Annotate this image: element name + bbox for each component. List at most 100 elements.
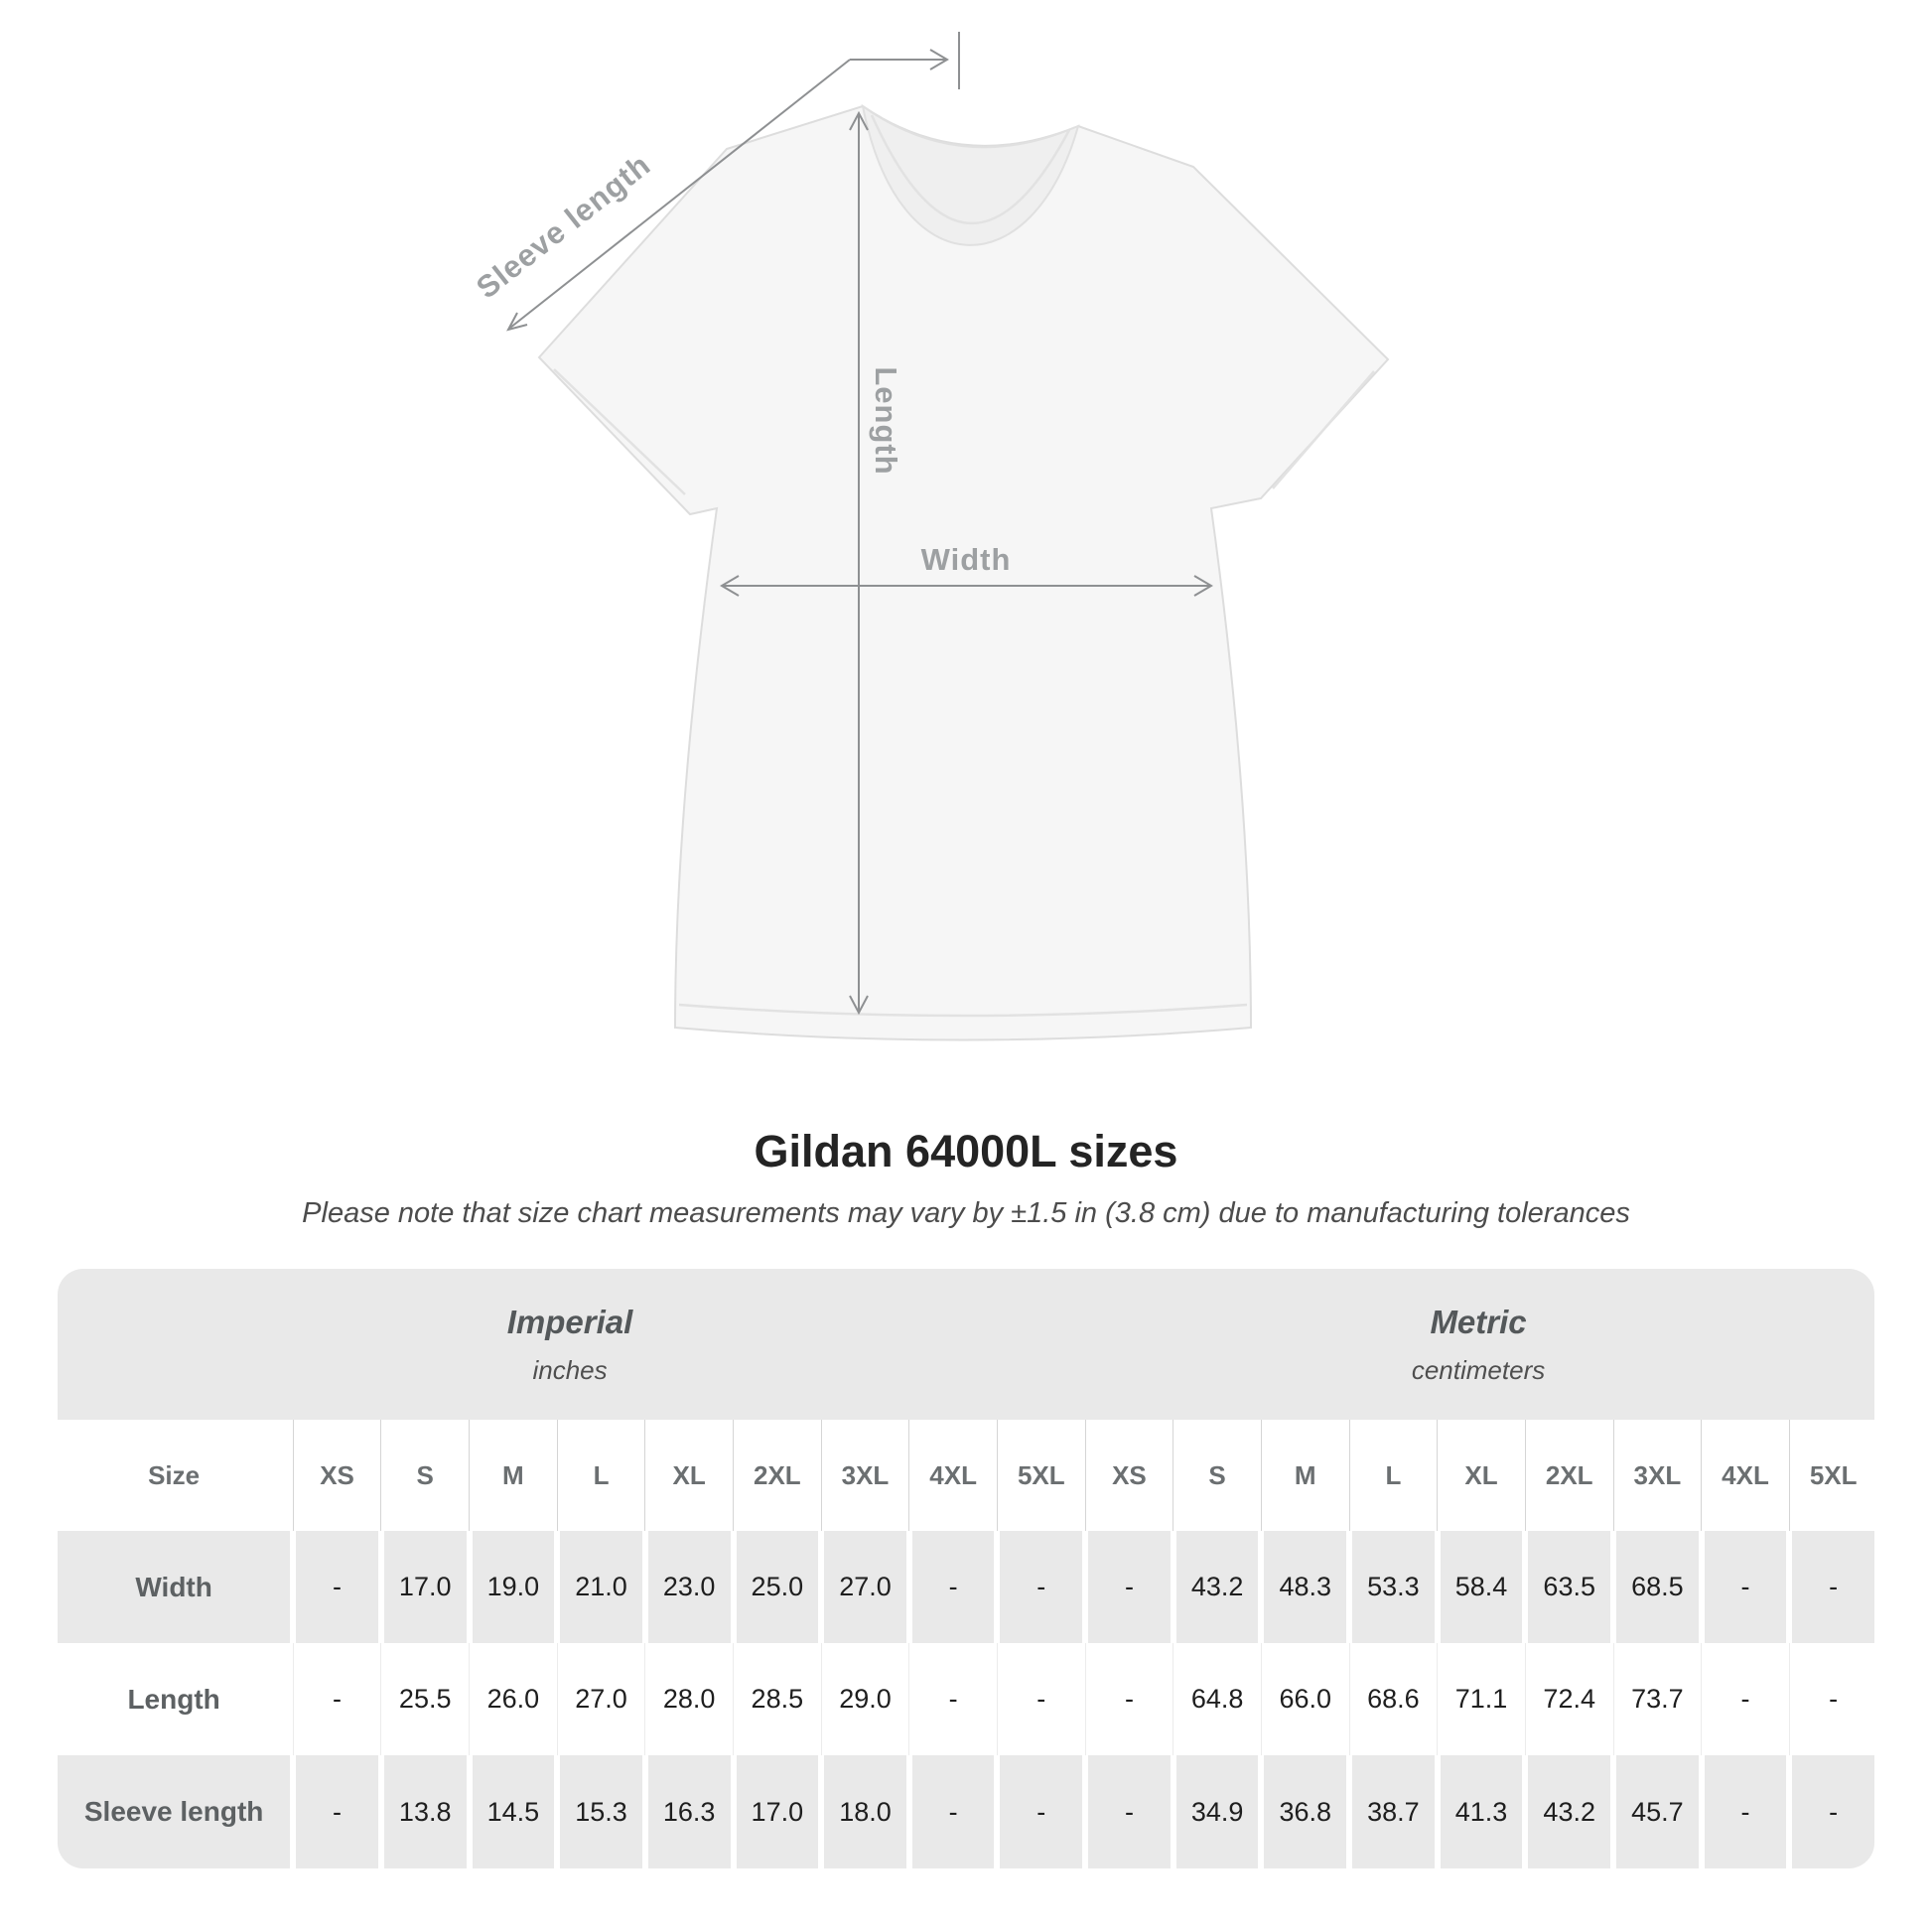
size-header-row: Size XS S M L XL 2XL 3XL 4XL 5XL XS S M … — [58, 1420, 1874, 1531]
value-cell: 45.7 — [1616, 1755, 1699, 1868]
row-label: Length — [58, 1643, 294, 1755]
size-header-cell: XS — [1088, 1420, 1173, 1531]
value-cell: 23.0 — [647, 1531, 731, 1643]
value-cell: 13.8 — [383, 1755, 467, 1868]
length-label: Length — [869, 366, 903, 475]
size-header-cell: 5XL — [1792, 1420, 1874, 1531]
tshirt-graphic: Sleeve length Length Width — [470, 32, 1390, 1041]
size-header-cell: S — [1175, 1420, 1262, 1531]
metric-label: Metric — [1430, 1303, 1527, 1340]
unit-group-metric: Metric centimeters — [1082, 1269, 1874, 1420]
value-cell: 66.0 — [1264, 1643, 1350, 1755]
value-cell: 43.2 — [1175, 1531, 1259, 1643]
value-cell: 29.0 — [824, 1643, 909, 1755]
size-header-cell: 4XL — [911, 1420, 998, 1531]
table-row-length: Length - 25.5 26.0 27.0 28.0 28.5 29.0 -… — [58, 1643, 1874, 1755]
value-cell: - — [1792, 1643, 1874, 1755]
collar-rib-line — [870, 114, 1071, 224]
value-cell: - — [1704, 1643, 1790, 1755]
value-cell: 38.7 — [1352, 1755, 1435, 1868]
left-sleeve-stitch — [553, 368, 686, 495]
neck-opening — [861, 103, 1080, 246]
tolerance-note: Please note that size chart measurements… — [302, 1197, 1630, 1229]
sleeve-length-arrow — [506, 32, 960, 332]
value-cell: - — [296, 1531, 378, 1643]
value-cell: 41.3 — [1440, 1755, 1523, 1868]
value-cell: - — [1088, 1755, 1171, 1868]
length-arrow — [849, 110, 869, 1016]
value-cell: 18.0 — [824, 1755, 906, 1868]
row-label: Sleeve length — [58, 1755, 291, 1868]
value-cell: 21.0 — [560, 1531, 642, 1643]
value-cell: - — [911, 1531, 995, 1643]
value-cell: - — [1088, 1643, 1173, 1755]
unit-band: Imperial inches Metric centimeters — [58, 1269, 1874, 1420]
unit-group-imperial: Imperial inches — [58, 1269, 1082, 1420]
size-table-card: Imperial inches Metric centimeters Size … — [58, 1269, 1874, 1868]
value-cell: 28.5 — [736, 1643, 822, 1755]
value-cell: 73.7 — [1616, 1643, 1702, 1755]
page-title: Gildan 64000L sizes — [754, 1126, 1178, 1176]
size-header-cell: M — [1264, 1420, 1350, 1531]
value-cell: - — [1000, 1531, 1083, 1643]
metric-unit: centimeters — [1411, 1354, 1546, 1385]
size-header-cell: 2XL — [1528, 1420, 1614, 1531]
value-cell: 15.3 — [560, 1755, 642, 1868]
imperial-unit: inches — [532, 1354, 608, 1385]
size-header-cell: 4XL — [1704, 1420, 1790, 1531]
value-cell: 19.0 — [472, 1531, 555, 1643]
value-cell: - — [911, 1755, 995, 1868]
value-cell: - — [296, 1755, 378, 1868]
size-header-cell: M — [472, 1420, 558, 1531]
size-header-cell: XL — [1440, 1420, 1526, 1531]
imperial-label: Imperial — [506, 1303, 633, 1340]
value-cell: 27.0 — [560, 1643, 645, 1755]
value-cell: 71.1 — [1440, 1643, 1526, 1755]
value-cell: 64.8 — [1175, 1643, 1262, 1755]
value-cell: 26.0 — [472, 1643, 558, 1755]
value-cell: 36.8 — [1264, 1755, 1347, 1868]
value-cell: 72.4 — [1528, 1643, 1614, 1755]
size-header-cell: 5XL — [1000, 1420, 1086, 1531]
bottom-hem-stitch — [678, 1003, 1248, 1018]
table-row-width: Width - 17.0 19.0 21.0 23.0 25.0 27.0 - … — [58, 1531, 1874, 1643]
size-header-cell: 3XL — [1616, 1420, 1702, 1531]
row-label: Width — [58, 1531, 291, 1643]
value-cell: - — [1704, 1755, 1787, 1868]
right-sleeve-stitch — [1272, 370, 1375, 489]
size-header-cell: L — [560, 1420, 645, 1531]
value-cell: 28.0 — [647, 1643, 734, 1755]
value-cell: - — [1000, 1643, 1086, 1755]
value-cell: 17.0 — [383, 1531, 467, 1643]
value-cell: - — [911, 1643, 998, 1755]
value-cell: - — [1792, 1755, 1874, 1868]
tshirt-measurement-diagram: Sleeve length Length Width — [470, 32, 1390, 1041]
width-label: Width — [921, 542, 1012, 577]
size-header-cell: L — [1352, 1420, 1438, 1531]
size-header-cell: XS — [296, 1420, 382, 1531]
value-cell: 25.0 — [736, 1531, 819, 1643]
value-cell: - — [1792, 1531, 1874, 1643]
value-cell: 48.3 — [1264, 1531, 1347, 1643]
width-arrow — [720, 575, 1213, 597]
table-row-sleeve-length: Sleeve length - 13.8 14.5 15.3 16.3 17.0… — [58, 1755, 1874, 1868]
value-cell: 14.5 — [472, 1755, 555, 1868]
value-cell: - — [296, 1643, 382, 1755]
value-cell: 58.4 — [1440, 1531, 1523, 1643]
value-cell: - — [1000, 1755, 1083, 1868]
value-cell: 63.5 — [1528, 1531, 1611, 1643]
size-header-cell: XL — [647, 1420, 734, 1531]
size-header-cell: 2XL — [736, 1420, 822, 1531]
value-cell: 27.0 — [824, 1531, 906, 1643]
size-column-header: Size — [58, 1420, 294, 1531]
size-header-cell: 3XL — [824, 1420, 909, 1531]
value-cell: 68.5 — [1616, 1531, 1699, 1643]
size-header-cell: S — [383, 1420, 470, 1531]
value-cell: 16.3 — [647, 1755, 731, 1868]
value-cell: 25.5 — [383, 1643, 470, 1755]
value-cell: 17.0 — [736, 1755, 819, 1868]
value-cell: 34.9 — [1175, 1755, 1259, 1868]
value-cell: - — [1704, 1531, 1787, 1643]
value-cell: 53.3 — [1352, 1531, 1435, 1643]
value-cell: - — [1088, 1531, 1171, 1643]
